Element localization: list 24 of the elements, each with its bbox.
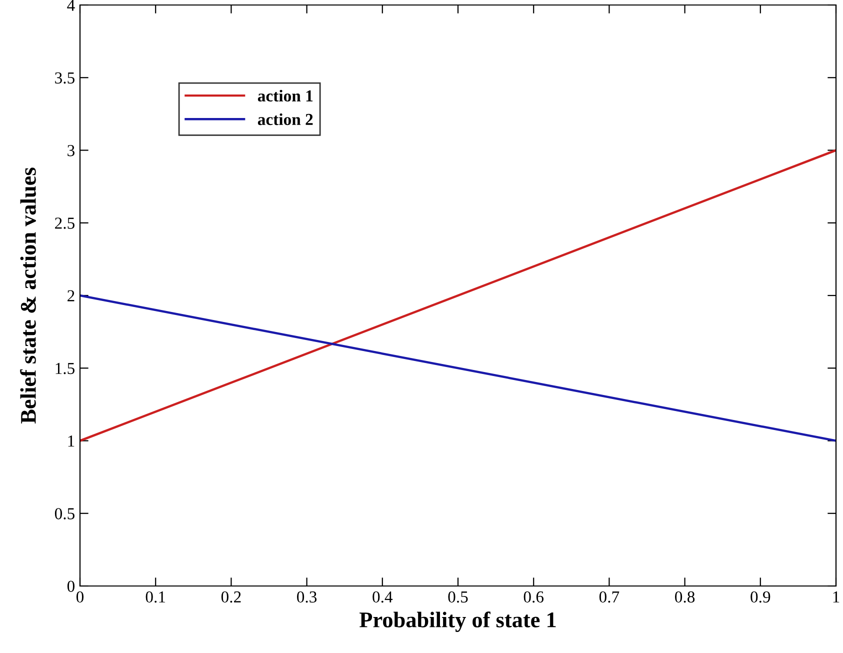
- y-tick-label: 1.5: [56, 362, 74, 374]
- y-tick-label: 2.5: [55, 218, 74, 229]
- x-tick-label: 0.2: [221, 591, 241, 603]
- x-tick-label: 0.9: [750, 591, 770, 603]
- x-axis-title: Probability of state 1: [360, 612, 556, 632]
- y-tick-label: 0.5: [54, 508, 74, 520]
- y-tick-label: 2: [68, 290, 74, 302]
- x-tick-label: 0.7: [599, 591, 620, 603]
- legend-label: action 2: [258, 113, 313, 126]
- y-tick-label: 4: [67, 0, 75, 11]
- x-tick-label: 0.6: [524, 591, 544, 603]
- y-tick-label: 1: [68, 436, 74, 447]
- x-tick-label: 1: [833, 591, 840, 602]
- y-tick-label: 0: [67, 580, 75, 592]
- y-tick-label: 3: [68, 144, 74, 156]
- x-tick-label: 0.5: [448, 591, 468, 603]
- x-tick-label: 0.3: [297, 591, 317, 603]
- x-tick-label: 0.4: [372, 591, 393, 603]
- y-tick-label: 3.5: [55, 72, 74, 84]
- legend-label: action 1: [258, 90, 313, 102]
- x-tick-label: 0: [76, 591, 84, 603]
- x-tick-label: 0.8: [675, 591, 695, 603]
- x-tick-label: 0.1: [146, 591, 166, 603]
- y-axis-title: Belief state & action values: [20, 168, 36, 424]
